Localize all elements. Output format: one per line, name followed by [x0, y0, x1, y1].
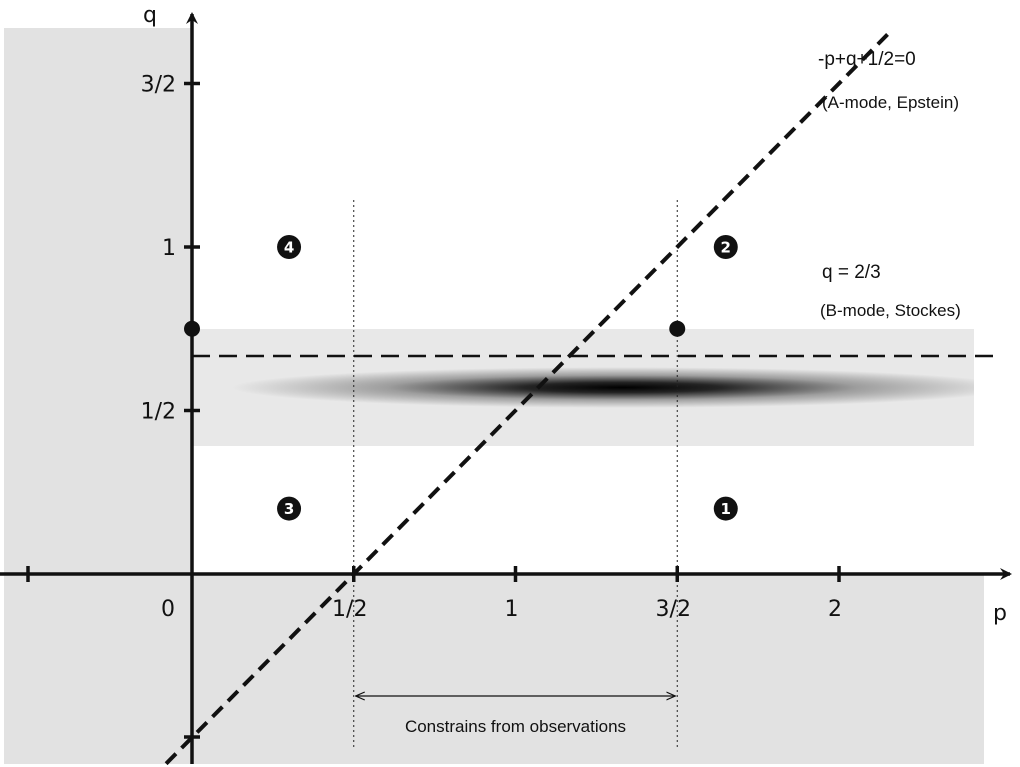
p-tick-label: 2: [828, 597, 842, 622]
region-badge-3: [277, 496, 302, 521]
q-tick-label: 3/2: [141, 73, 176, 98]
region-number: 2: [721, 239, 731, 257]
region-badge-1: [713, 496, 738, 521]
p-tick-label: 1/2: [332, 597, 367, 622]
q-axis-ticks: 1/2 1 3/2: [141, 73, 200, 425]
region-markers: 1 2 3 4: [277, 235, 738, 521]
region-number: 1: [721, 500, 731, 518]
p-axis-ticks: 0 1/2 1 3/2 2: [161, 566, 842, 622]
q-tick-label: 1/2: [141, 400, 176, 425]
b-mode-note: (B-mode, Stockes): [820, 301, 961, 320]
q-tick-label: 1: [162, 236, 176, 261]
region-number: 3: [284, 500, 294, 518]
region-badge-2: [713, 235, 738, 259]
data-point: [184, 320, 200, 337]
constraint-label: Constrains from observations: [405, 717, 626, 736]
p-axis-label: p: [993, 601, 1007, 626]
excluded-region-bottom: [4, 574, 984, 764]
p-tick-label: 1: [505, 597, 519, 622]
marked-points: [184, 320, 686, 337]
region-badge-4: [277, 235, 302, 259]
a-mode-equation: -p+q+1/2=0: [818, 49, 916, 70]
p-tick-label: 3/2: [656, 597, 691, 622]
data-point: [669, 320, 686, 337]
p-tick-label: 0: [161, 597, 175, 622]
a-mode-note: (A-mode, Epstein): [822, 93, 959, 112]
q-axis-label: q: [143, 3, 157, 28]
b-mode-equation: q = 2/3: [822, 262, 881, 283]
region-number: 4: [284, 239, 294, 257]
observation-band: [192, 329, 974, 446]
a-mode-line: [164, 33, 889, 766]
excluded-region-left: [4, 28, 192, 574]
